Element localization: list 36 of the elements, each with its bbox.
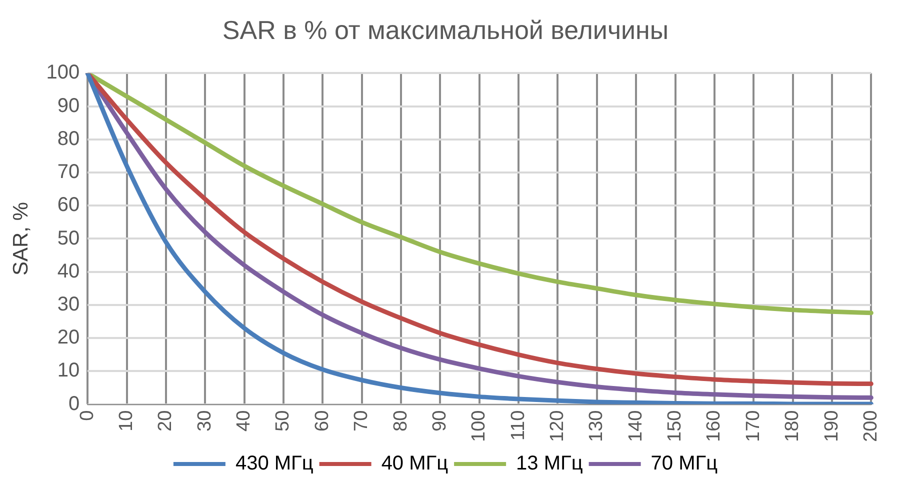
legend-label: 430 МГц (235, 452, 314, 475)
x-tick-label: 160 (704, 410, 725, 442)
y-tick-label: 100 (46, 62, 80, 84)
x-tick-label: 110 (508, 410, 529, 441)
x-tick-label: 90 (429, 410, 450, 432)
y-tick-label: 90 (57, 94, 80, 117)
chart-title: SAR в % от максимальной величины (222, 14, 669, 45)
x-tick-label: 10 (116, 410, 137, 432)
legend-label: 70 МГц (650, 452, 718, 475)
x-tick-label: 100 (468, 410, 490, 442)
y-tick-label: 80 (57, 128, 80, 150)
x-tick-label: 20 (155, 410, 176, 432)
x-tick-label: 60 (312, 410, 333, 432)
y-tick-label: 30 (57, 293, 80, 316)
x-tick-label: 40 (234, 410, 255, 432)
y-tick-label: 20 (57, 326, 80, 349)
y-tick-label: 50 (57, 227, 80, 250)
y-tick-label: 60 (57, 194, 80, 216)
x-tick-label: 180 (782, 410, 804, 442)
y-tick-label: 40 (57, 260, 80, 282)
x-tick-label: 50 (272, 410, 294, 432)
x-tick-label: 150 (664, 410, 686, 442)
x-tick-label: 200 (860, 410, 882, 442)
x-tick-label: 120 (546, 410, 568, 442)
x-tick-label: 70 (351, 410, 372, 432)
y-axis-title: SAR, % (9, 202, 32, 276)
legend-label: 40 МГц (381, 452, 448, 475)
x-tick-label: 190 (821, 410, 842, 442)
x-tick-label: 30 (194, 410, 216, 432)
legend-label: 13 МГц (516, 452, 583, 475)
x-tick-label: 170 (742, 410, 764, 442)
y-tick-label: 10 (57, 360, 80, 382)
x-tick-label: 130 (586, 410, 608, 442)
y-tick-label: 70 (57, 161, 80, 184)
x-tick-label: 80 (390, 410, 412, 432)
x-tick-label: 140 (625, 410, 646, 442)
